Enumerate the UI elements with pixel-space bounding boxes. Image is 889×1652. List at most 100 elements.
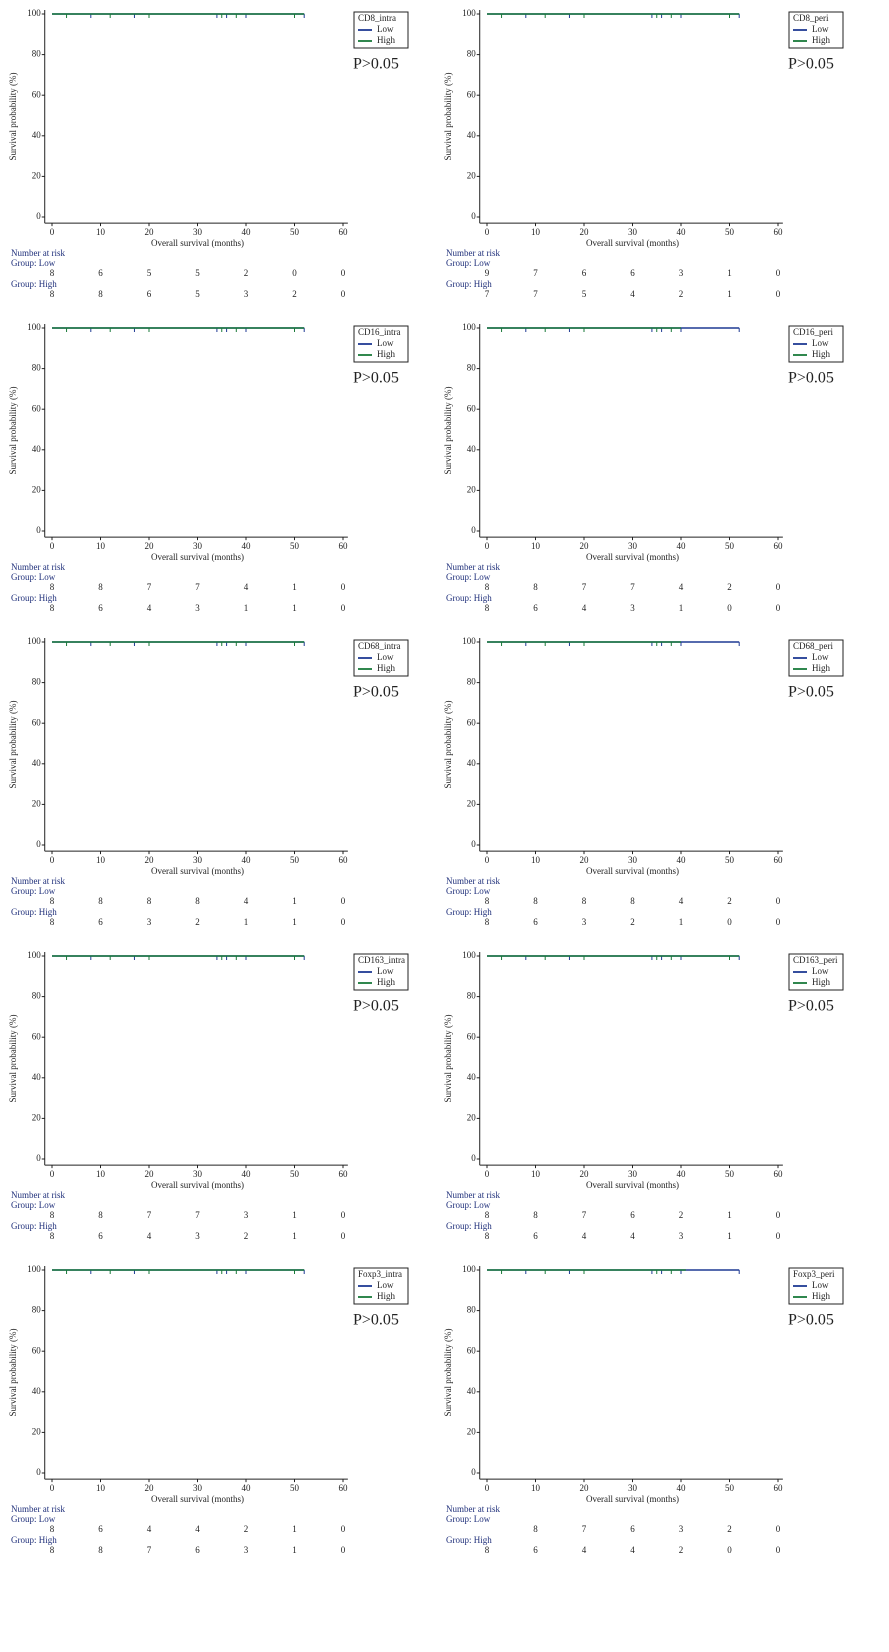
y-tick-label: 60 bbox=[467, 1031, 477, 1041]
x-axis-label: Overall survival (months) bbox=[151, 1494, 244, 1504]
legend-label: High bbox=[812, 349, 831, 359]
y-tick-label: 20 bbox=[32, 170, 42, 180]
risk-count: 7 bbox=[533, 268, 538, 278]
risk-title: Number at risk bbox=[11, 1190, 65, 1200]
x-tick-label: 0 bbox=[485, 227, 490, 237]
y-tick-label: 100 bbox=[462, 322, 476, 332]
risk-count: 0 bbox=[341, 1545, 346, 1555]
risk-group: Group: Low bbox=[11, 1514, 56, 1524]
y-tick-label: 20 bbox=[467, 1426, 477, 1436]
risk-count: 0 bbox=[341, 917, 346, 927]
y-tick-label: 60 bbox=[467, 403, 477, 413]
p-value: P>0.05 bbox=[353, 370, 399, 387]
risk-count: 9 bbox=[485, 268, 490, 278]
risk-group: Group: High bbox=[11, 279, 57, 289]
risk-count: 8 bbox=[485, 1545, 490, 1555]
risk-count: 2 bbox=[630, 917, 635, 927]
risk-count: 1 bbox=[727, 1231, 732, 1241]
y-tick-label: 40 bbox=[32, 1072, 42, 1082]
risk-count: 6 bbox=[533, 1545, 538, 1555]
y-tick-label: 100 bbox=[27, 8, 41, 18]
legend-label: Low bbox=[377, 1280, 394, 1290]
risk-count: 0 bbox=[341, 1524, 346, 1534]
y-tick-label: 60 bbox=[32, 89, 42, 99]
risk-count: 1 bbox=[292, 582, 297, 592]
x-tick-label: 30 bbox=[193, 227, 203, 237]
legend-title: CD16_intra bbox=[358, 327, 401, 337]
x-tick-label: 40 bbox=[677, 1483, 687, 1493]
y-tick-label: 20 bbox=[467, 484, 477, 494]
legend-label: High bbox=[812, 663, 831, 673]
risk-title: Number at risk bbox=[446, 248, 500, 258]
risk-count: 4 bbox=[679, 896, 684, 906]
risk-count: 4 bbox=[630, 1545, 635, 1555]
y-tick-label: 100 bbox=[462, 1264, 476, 1274]
risk-count: 8 bbox=[485, 1210, 490, 1220]
risk-count: 3 bbox=[195, 1231, 200, 1241]
x-tick-label: 40 bbox=[242, 541, 252, 551]
risk-count: 0 bbox=[776, 917, 781, 927]
x-tick-label: 60 bbox=[339, 227, 349, 237]
x-tick-label: 60 bbox=[339, 855, 349, 865]
risk-count: 0 bbox=[776, 1210, 781, 1220]
risk-count: 2 bbox=[679, 289, 684, 299]
x-tick-label: 0 bbox=[485, 541, 490, 551]
legend-box bbox=[353, 11, 409, 49]
risk-count: 8 bbox=[50, 1231, 55, 1241]
y-axis-label: Survival probability (%) bbox=[8, 1329, 18, 1417]
risk-count: 7 bbox=[582, 1210, 587, 1220]
y-tick-label: 40 bbox=[467, 130, 477, 140]
y-tick-label: 80 bbox=[467, 363, 477, 373]
x-tick-label: 50 bbox=[725, 855, 735, 865]
y-tick-label: 40 bbox=[32, 758, 42, 768]
y-tick-label: 60 bbox=[32, 1031, 42, 1041]
y-tick-label: 80 bbox=[32, 49, 42, 59]
y-tick-label: 100 bbox=[462, 636, 476, 646]
y-tick-label: 20 bbox=[32, 798, 42, 808]
y-tick-label: 20 bbox=[467, 170, 477, 180]
risk-count: 8 bbox=[485, 1231, 490, 1241]
risk-count: 1 bbox=[292, 603, 297, 613]
p-value: P>0.05 bbox=[788, 684, 834, 701]
risk-title: Number at risk bbox=[11, 1504, 65, 1514]
risk-count: 1 bbox=[292, 1524, 297, 1534]
risk-count: 3 bbox=[244, 1210, 249, 1220]
x-tick-label: 60 bbox=[774, 1169, 784, 1179]
risk-count: 6 bbox=[582, 268, 587, 278]
x-tick-label: 20 bbox=[580, 855, 590, 865]
risk-count: 4 bbox=[582, 1545, 587, 1555]
risk-count: 1 bbox=[679, 603, 684, 613]
p-value: P>0.05 bbox=[788, 998, 834, 1015]
y-axis-label: Survival probability (%) bbox=[443, 387, 453, 475]
risk-count: 7 bbox=[582, 582, 587, 592]
legend-title: Foxp3_peri bbox=[793, 1269, 835, 1279]
risk-count: 8 bbox=[50, 603, 55, 613]
y-tick-label: 20 bbox=[32, 1426, 42, 1436]
risk-group: Group: High bbox=[446, 279, 492, 289]
risk-count: 2 bbox=[727, 896, 732, 906]
p-value: P>0.05 bbox=[353, 998, 399, 1015]
risk-count: 4 bbox=[582, 1231, 587, 1241]
legend-box bbox=[353, 639, 409, 677]
y-axis-label: Survival probability (%) bbox=[443, 73, 453, 161]
legend-label: High bbox=[377, 1291, 396, 1301]
x-tick-label: 10 bbox=[96, 541, 106, 551]
risk-count: 3 bbox=[582, 917, 587, 927]
x-tick-label: 40 bbox=[677, 541, 687, 551]
y-tick-label: 100 bbox=[27, 950, 41, 960]
x-tick-label: 20 bbox=[145, 855, 155, 865]
risk-title: Number at risk bbox=[11, 248, 65, 258]
risk-count: 8 bbox=[147, 896, 152, 906]
x-tick-label: 60 bbox=[774, 541, 784, 551]
legend-title: CD8_intra bbox=[358, 13, 396, 23]
risk-count: 3 bbox=[630, 603, 635, 613]
risk-group: Group: High bbox=[446, 593, 492, 603]
risk-count: 6 bbox=[533, 603, 538, 613]
legend-title: CD16_peri bbox=[793, 327, 833, 337]
legend-label: High bbox=[812, 1291, 831, 1301]
x-tick-label: 10 bbox=[531, 227, 541, 237]
y-axis-label: Survival probability (%) bbox=[8, 1015, 18, 1103]
risk-count: 1 bbox=[679, 917, 684, 927]
legend-label: Low bbox=[812, 338, 829, 348]
x-tick-label: 60 bbox=[774, 1483, 784, 1493]
